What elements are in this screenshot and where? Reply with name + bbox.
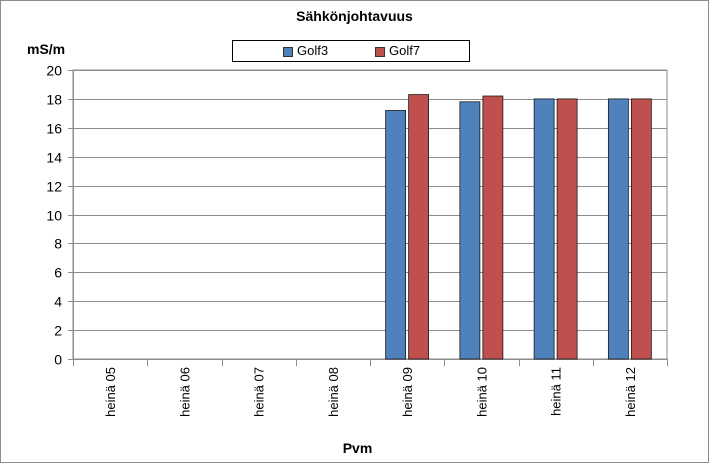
y-tick-label: 12 <box>46 179 62 195</box>
bar-golf3 <box>385 110 407 360</box>
x-tick-label: heinä 12 <box>623 367 638 417</box>
legend-item-golf3: Golf3 <box>283 43 328 59</box>
y-tick-label: 8 <box>54 236 62 252</box>
bar-golf7 <box>556 98 578 360</box>
bar-golf7 <box>482 95 504 360</box>
y-axis-label: mS/m <box>27 41 66 57</box>
x-tick-label: heinä 07 <box>252 367 267 417</box>
y-tick-label: 20 <box>46 63 62 79</box>
bar-golf7 <box>408 94 430 360</box>
legend-label-golf7: Golf7 <box>389 43 421 58</box>
legend-label-golf3: Golf3 <box>297 43 329 58</box>
y-tick-label: 2 <box>54 323 62 339</box>
x-tick-label: heinä 11 <box>549 367 564 416</box>
x-tick-label: heinä 10 <box>474 367 489 417</box>
x-tick-label: heinä 05 <box>103 367 118 417</box>
legend-swatch-golf3 <box>283 46 293 57</box>
chart-legend: Golf3 Golf7 <box>232 40 470 62</box>
bar-golf3 <box>607 98 629 360</box>
x-tick-label: heinä 06 <box>177 367 192 417</box>
x-tick-label: heinä 09 <box>400 367 415 417</box>
chart-title: Sähkönjohtavuus <box>296 8 413 24</box>
bar-golf3 <box>459 101 481 360</box>
bar-golf3 <box>533 98 555 360</box>
y-tick-label: 4 <box>54 294 62 310</box>
x-axis-label: Pvm <box>342 440 373 456</box>
y-tick-label: 6 <box>54 265 62 281</box>
y-tick-label: 16 <box>46 121 62 137</box>
bar-golf7 <box>630 98 652 360</box>
plot-area <box>72 69 668 360</box>
x-tick-label: heinä 08 <box>326 367 341 417</box>
y-tick-label: 10 <box>46 208 62 224</box>
y-tick-label: 14 <box>46 150 62 166</box>
y-tick-label: 18 <box>46 92 62 108</box>
legend-item-golf7: Golf7 <box>375 43 420 59</box>
y-tick-label: 0 <box>54 352 62 368</box>
legend-swatch-golf7 <box>375 46 385 57</box>
